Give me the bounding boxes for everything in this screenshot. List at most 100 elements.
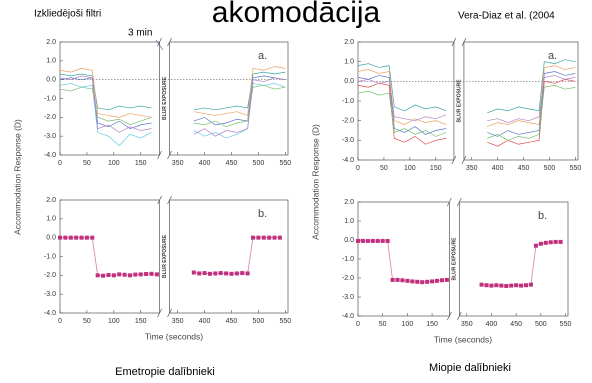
y-tick-label: -3.0: [44, 133, 56, 140]
marker: [558, 239, 563, 244]
marker: [133, 272, 138, 277]
x-tick-label: 450: [518, 165, 530, 172]
marker: [63, 235, 68, 240]
marker: [425, 279, 430, 284]
axes-frame: [169, 199, 289, 314]
citation: Vera-Diaz et al. (2004: [458, 11, 555, 22]
x-tick-label: 550: [560, 321, 572, 328]
x-tick-label: 100: [108, 160, 120, 167]
marker: [251, 235, 256, 240]
marker: [117, 272, 122, 277]
axes-frame: [169, 41, 289, 156]
x-tick-label: 100: [404, 165, 416, 172]
caption: Miopie dalībnieki: [429, 362, 511, 374]
panel-label: a.: [258, 50, 267, 62]
y-tick-label: -1.0: [44, 95, 56, 102]
x-tick-label: 0: [58, 160, 62, 167]
y-tick-label: -1.0: [44, 253, 56, 260]
x-tick-label: 0: [356, 165, 360, 172]
marker: [245, 271, 250, 276]
marker: [533, 243, 538, 248]
x-tick-label: 550: [570, 165, 582, 172]
y-tick-label: 1.0: [344, 218, 354, 225]
x-tick-label: 100: [402, 321, 414, 328]
axis-break: [157, 37, 172, 47]
marker: [122, 272, 127, 277]
x-tick-label: 150: [135, 318, 147, 325]
marker: [68, 235, 73, 240]
x-axis-title: Time (seconds): [434, 334, 492, 344]
y-tick-label: 0.0: [46, 77, 56, 84]
y-tick-label: -1.0: [342, 256, 354, 263]
axis-break: [157, 150, 172, 160]
marker: [74, 235, 79, 240]
axis-break: [157, 308, 172, 318]
marker: [207, 271, 212, 276]
y-tick-label: -2.0: [342, 118, 354, 125]
marker: [106, 272, 111, 277]
slide-title: akomodācija: [212, 0, 381, 29]
y-axis-title: Accommodation Response (D): [12, 119, 22, 235]
marker: [213, 271, 218, 276]
marker: [224, 271, 229, 276]
marker: [90, 235, 95, 240]
marker: [553, 239, 558, 244]
axis-break: [451, 37, 467, 47]
x-tick-label: 400: [492, 165, 504, 172]
marker: [405, 278, 410, 283]
series-line: [59, 66, 286, 118]
marker: [504, 283, 509, 288]
marker: [410, 279, 415, 284]
y-tick-label: -1.0: [342, 98, 354, 105]
y-tick-label: -3.0: [342, 137, 354, 144]
x-tick-label: 450: [510, 321, 522, 328]
x-tick-label: 50: [380, 165, 388, 172]
note-time: 3 min: [128, 28, 152, 39]
y-tick-label: -4.0: [44, 152, 56, 159]
marker: [415, 279, 420, 284]
series-line: [59, 75, 286, 137]
x-tick-label: 400: [199, 318, 211, 325]
series-line: [357, 65, 576, 127]
panel-label: a.: [548, 50, 557, 62]
x-tick-label: 450: [226, 160, 238, 167]
marker: [191, 270, 196, 275]
series-line: [357, 59, 576, 114]
x-tick-label: 0: [356, 321, 360, 328]
panel-label: b.: [258, 208, 267, 220]
x-tick-label: 100: [108, 318, 120, 325]
marker: [267, 235, 272, 240]
marker: [197, 271, 202, 276]
marker: [101, 273, 106, 278]
y-tick-label: -3.0: [44, 291, 56, 298]
marker: [261, 235, 266, 240]
y-tick-label: 0.0: [344, 78, 354, 85]
x-tick-label: 150: [430, 165, 442, 172]
break-label: BLUR EXPOSURE: [452, 237, 458, 281]
x-tick-label: 350: [172, 160, 184, 167]
y-tick-label: 1.0: [46, 58, 56, 65]
x-tick-label: 0: [58, 318, 62, 325]
x-tick-label: 150: [426, 321, 438, 328]
marker: [272, 235, 277, 240]
marker: [111, 273, 116, 278]
panel-label: b.: [538, 210, 547, 222]
y-tick-label: 1.0: [344, 59, 354, 66]
marker: [528, 282, 533, 287]
x-tick-label: 150: [135, 160, 147, 167]
marker: [375, 238, 380, 243]
marker: [484, 283, 489, 288]
x-tick-label: 350: [461, 321, 473, 328]
marker: [240, 271, 245, 276]
axes-frame: [463, 41, 579, 161]
series-line: [357, 75, 576, 124]
marker: [390, 277, 395, 282]
series-line: [357, 84, 576, 141]
series-line: [59, 75, 286, 130]
note: Izkliedējoši filtri: [34, 9, 101, 20]
x-tick-label: 50: [83, 318, 91, 325]
marker: [489, 283, 494, 288]
marker: [380, 238, 385, 243]
y-tick-label: 2.0: [46, 39, 56, 46]
